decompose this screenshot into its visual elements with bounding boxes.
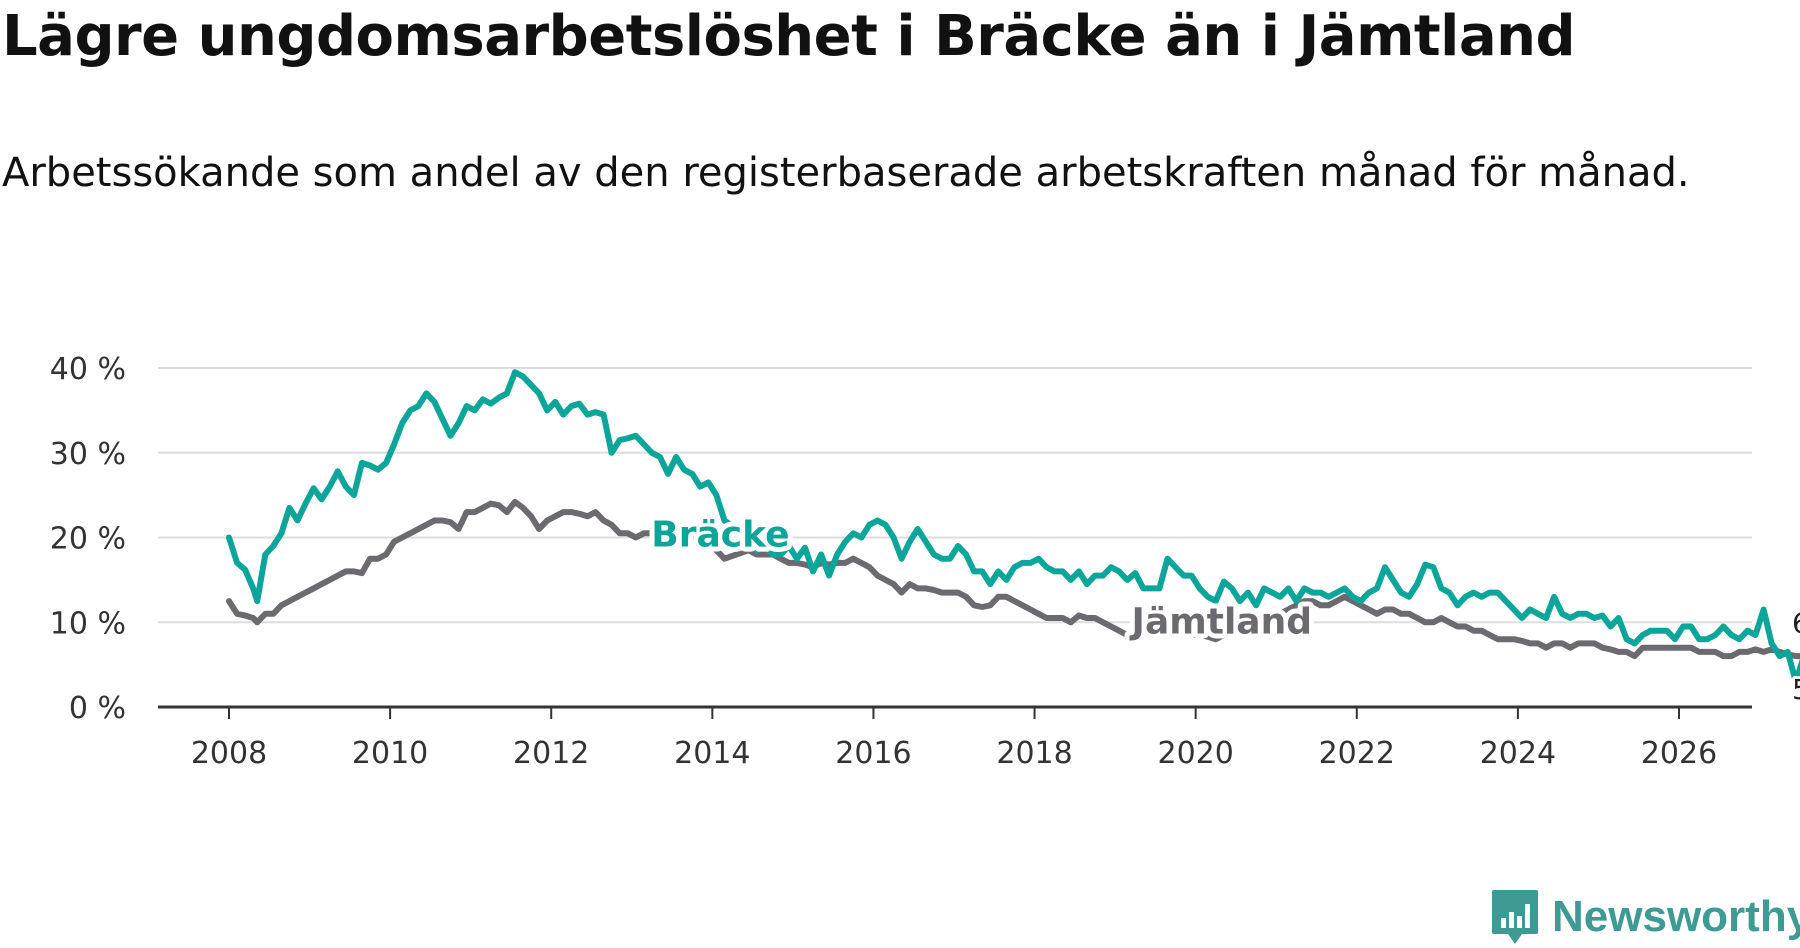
x-tick-label: 2026 xyxy=(1641,736,1717,771)
series-line-jamtland xyxy=(226,498,1800,660)
grid-lines xyxy=(158,367,1752,624)
x-tick-label: 2020 xyxy=(1157,736,1233,771)
brand-logo: Newsworthy xyxy=(1490,888,1800,946)
end-value-label-bracke: 5,4 % xyxy=(1792,673,1800,706)
y-axis-tick-labels: 0 % 10 % 20 % 30 % 40 % xyxy=(50,352,126,726)
chart-subtitle: Arbetssökande som andel av den registerb… xyxy=(2,150,1690,196)
series-label-bracke: Bräcke xyxy=(651,514,789,555)
y-tick-label: 0 % xyxy=(69,691,126,726)
chart-title: Lägre ungdomsarbetslöshet i Bräcke än i … xyxy=(2,4,1576,69)
x-tick-label: 2024 xyxy=(1480,736,1556,771)
x-tick-label: 2012 xyxy=(513,736,589,771)
x-tick-label: 2014 xyxy=(674,736,750,771)
y-tick-label: 30 % xyxy=(50,437,126,472)
x-tick-label: 2010 xyxy=(352,736,428,771)
y-tick-label: 40 % xyxy=(50,352,126,387)
x-axis: 2008 2010 2012 2014 2016 2018 2020 2022 2024 2026 xyxy=(158,705,1752,771)
x-tick-label: 2022 xyxy=(1319,736,1395,771)
series-line-bracke xyxy=(226,369,1800,685)
brand-name: Newsworthy xyxy=(1552,892,1800,941)
x-tick-label: 2018 xyxy=(996,736,1072,771)
newsworthy-logo-icon xyxy=(1492,890,1538,944)
x-tick-label: 2008 xyxy=(191,736,267,771)
y-tick-label: 10 % xyxy=(50,606,126,641)
y-tick-label: 20 % xyxy=(50,522,126,557)
series-labels: Bräcke Jämtland 6,2 % 5,4 % xyxy=(646,509,1800,709)
series-lines xyxy=(226,369,1800,685)
end-value-label-jamtland: 6,2 % xyxy=(1792,606,1800,639)
x-tick-label: 2016 xyxy=(835,736,911,771)
series-label-jamtland: Jämtland xyxy=(1129,602,1312,643)
